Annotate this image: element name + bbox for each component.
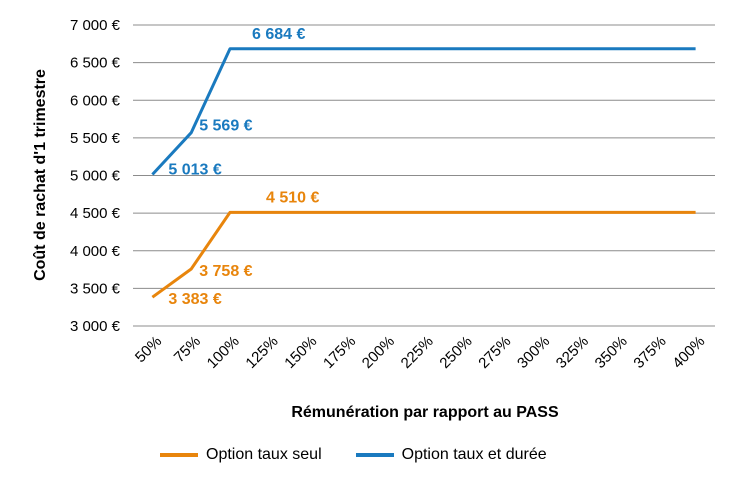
x-tick-label: 150% [281,333,320,372]
data-label: 3 383 € [168,291,221,308]
legend-item-1: Option taux et durée [355,446,547,464]
data-label: 5 569 € [199,118,252,135]
series-line-1 [151,47,696,176]
x-tick-label: 125% [242,333,281,372]
x-tick-label: 400% [669,333,708,372]
data-label: 4 510 € [266,189,319,206]
x-tick-label: 50% [132,333,165,366]
x-tick-label: 275% [475,333,514,372]
series-line-0 [151,210,696,299]
series-lines [151,47,696,299]
legend-swatch-1 [355,453,394,457]
y-tick-label: 6 500 € [70,55,121,72]
x-tick-label: 325% [553,333,592,372]
x-tick-label: 175% [320,333,359,372]
y-tick-label: 6 000 € [70,92,121,109]
x-tick-label: 225% [398,333,437,372]
x-tick-label: 200% [359,333,398,372]
legend-label-1: Option taux et durée [401,446,547,463]
data-label: 6 684 € [252,26,305,43]
data-label: 3 758 € [199,263,252,280]
data-label: 5 013 € [168,162,221,179]
y-tick-label: 4 000 € [70,243,121,260]
line-chart: 3 000 € 3 500 € 4 000 € 4 500 € 5 000 € 5 500… [32,17,715,421]
x-axis-title: Rémunération par rapport au PASS [291,404,559,421]
y-axis-ticks: 3 000 € 3 500 € 4 000 € 4 500 € 5 000 € 5 500… [70,17,121,335]
x-tick-label: 100% [204,333,243,372]
y-tick-label: 5 500 € [70,130,121,147]
x-tick-label: 300% [514,333,553,372]
y-tick-label: 3 500 € [70,280,121,297]
legend: Option taux seul Option taux et durée [160,446,581,464]
y-axis-title: Coût de rachat d'1 trimestre [32,69,49,281]
x-axis-ticks: 50% 75% 100% 125% 150% 175% 200% 225% 250% 275% 30… [132,333,708,372]
legend-label-0: Option taux seul [206,446,322,463]
x-tick-label: 250% [436,333,475,372]
gridlines [133,24,715,289]
data-labels: 3 383 € 3 758 € 4 510 € 5 013 € 5 569 € 6 684… [168,26,319,308]
y-tick-label: 7 000 € [70,17,121,34]
y-tick-label: 3 000 € [70,318,121,335]
legend-item-0: Option taux seul [160,446,322,464]
y-tick-label: 4 500 € [70,205,121,222]
x-tick-label: 75% [171,333,204,366]
legend-swatch-0 [160,453,198,457]
x-tick-label: 375% [630,333,669,372]
y-tick-label: 5 000 € [70,168,121,185]
x-tick-label: 350% [592,333,631,372]
